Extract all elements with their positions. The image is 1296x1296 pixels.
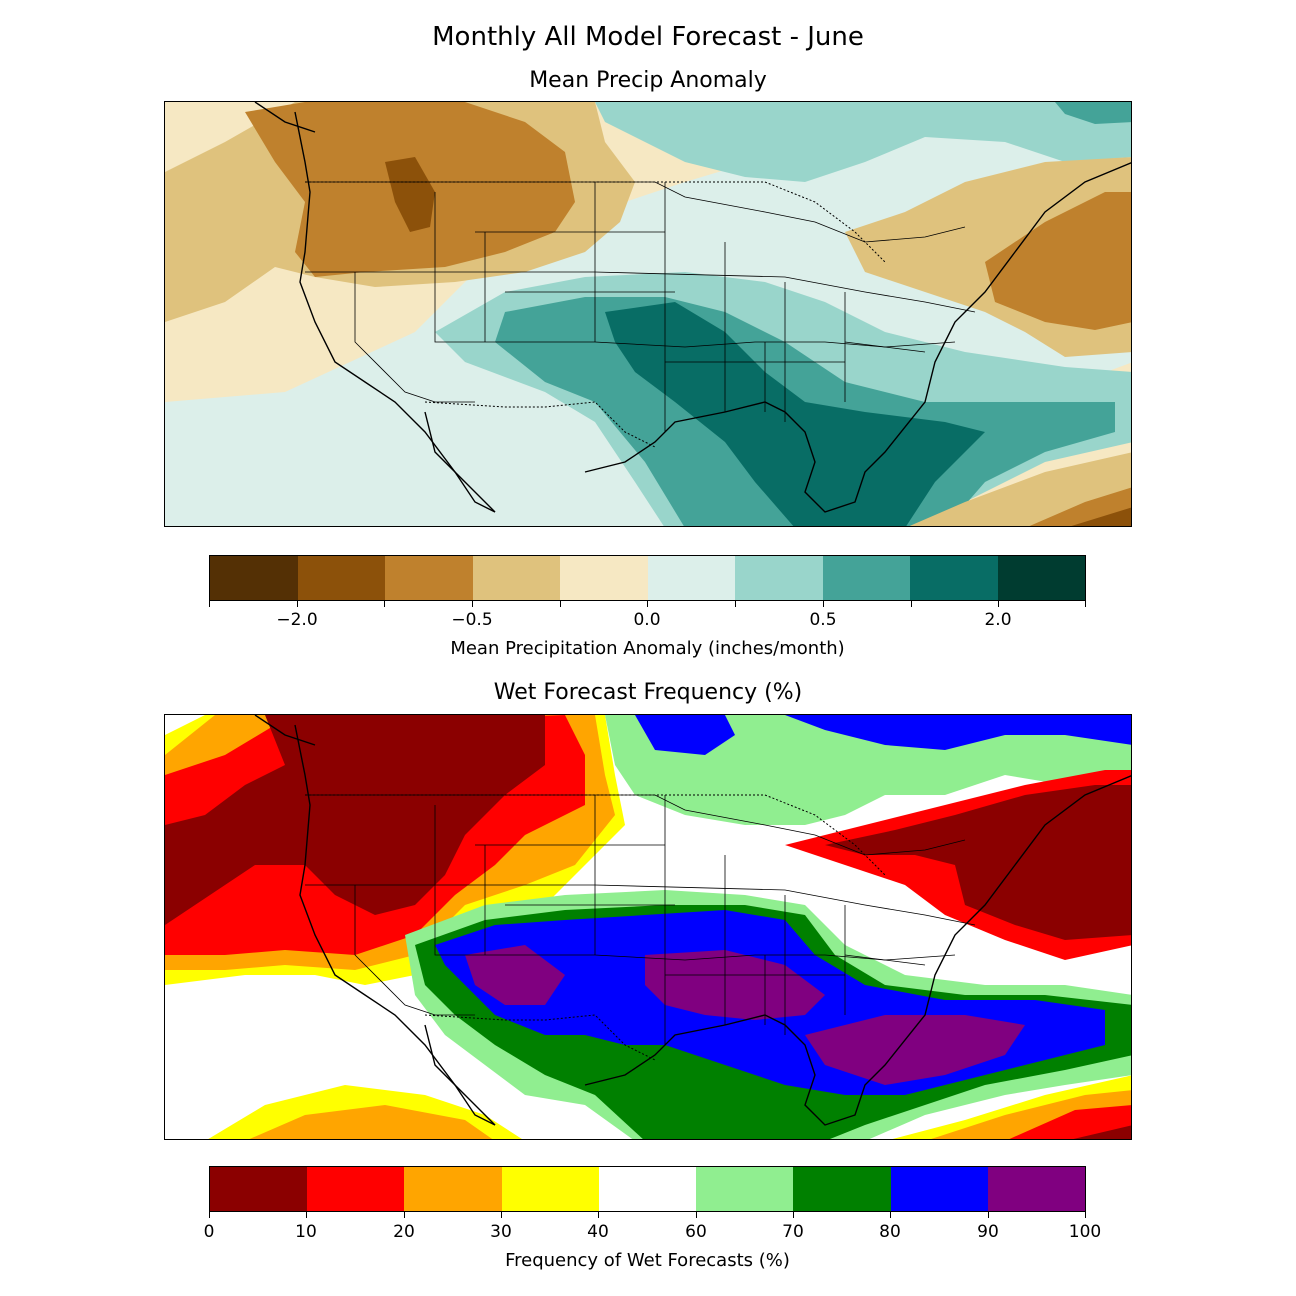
wet-region-orange-southeast [249,1090,1131,1139]
precip-colorbar-tick [297,601,298,607]
wet-colorbar-tick-label: 100 [1068,1222,1102,1242]
wet-colorbar-tick [404,1212,405,1218]
precip-colorbar-bin [210,556,298,600]
precip-colorbar-bin [560,556,648,600]
wet-colorbar-bin [890,1167,988,1211]
wet-colorbar-tick [306,1212,307,1218]
wet-frequency-map [164,714,1132,1140]
wet-colorbar-tick [793,1212,794,1218]
precip-colorbar-tick [735,601,736,607]
wet-colorbar-tick-label: 0 [203,1222,215,1242]
wet-state-borders [305,794,976,1045]
precip-region-darkteal-south [605,302,985,526]
precip-colorbar-tick [472,601,473,607]
wet-colorbar-bin [404,1167,502,1211]
wet-canada-border [305,794,886,876]
wet-colorbar-tick-label: 90 [977,1222,999,1242]
precip-region-teal-north [595,102,1131,182]
wet-colorbar-label: Frequency of Wet Forecasts (%) [505,1250,790,1271]
wet-frequency-map-svg [165,715,1131,1139]
precip-colorbar-tick [384,601,385,607]
precip-colorbar-bin [822,556,910,600]
precip-region-brown-northeast [985,192,1131,330]
wet-colorbar-bin [210,1167,308,1211]
wet-colorbar-tick-label: 10 [295,1222,317,1242]
wet-colorbar-tick [890,1212,891,1218]
wet-colorbar-tick-label: 60 [685,1222,707,1242]
wet-colorbar-tick-label: 70 [782,1222,804,1242]
precip-colorbar-tick-label: −2.0 [276,610,318,630]
precip-anomaly-map [164,101,1132,527]
precip-anomaly-title: Mean Precip Anomaly [529,68,767,93]
wet-mexico-border [424,1014,656,1061]
wet-frequency-colorbar [209,1166,1086,1212]
wet-colorbar-bin [793,1167,891,1211]
precip-colorbar-label: Mean Precipitation Anomaly (inches/month… [450,638,845,659]
precip-coastlines [254,102,1131,513]
precip-region-teal-north-dark [1055,102,1131,124]
wet-region-darkred-west [165,715,545,925]
precip-colorbar-tick-label: −0.5 [451,610,493,630]
precip-colorbar-tick-label: 0.5 [809,610,837,630]
wet-region-blue-north [635,715,1131,755]
precip-colorbar-bin [385,556,473,600]
precip-region-darkbrown-montana [385,157,435,232]
precip-colorbar-tick [647,601,648,607]
wet-colorbar-bin [696,1167,794,1211]
precip-colorbar-bin [472,556,560,600]
wet-colorbar-tick-label: 20 [393,1222,415,1242]
wet-colorbar-bin [501,1167,599,1211]
figure-title: Monthly All Model Forecast - June [432,22,864,52]
precip-colorbar-tick-label: 0.0 [633,610,661,630]
precip-colorbar-tick [1085,601,1086,607]
wet-region-darkred-southeast [1073,1125,1131,1139]
wet-colorbar-tick [501,1212,502,1218]
wet-colorbar-tick-label: 80 [879,1222,901,1242]
wet-region-purple-south [465,945,1025,1085]
wet-colorbar-bin [987,1167,1085,1211]
precip-colorbar-tick [998,601,999,607]
wet-region-red-southeast [1009,1105,1131,1139]
wet-colorbar-tick [1085,1212,1086,1218]
wet-colorbar-tick [598,1212,599,1218]
precip-colorbar-bin [735,556,823,600]
precip-colorbar-bin [997,556,1085,600]
wet-frequency-title: Wet Forecast Frequency (%) [493,680,803,705]
precip-colorbar-bin [647,556,735,600]
wet-colorbar-bin [307,1167,405,1211]
wet-colorbar-tick [696,1212,697,1218]
precip-canada-border [305,181,886,263]
precip-anomaly-map-svg [165,102,1131,526]
wet-coastlines [254,715,1131,1126]
wet-colorbar-tick-label: 40 [587,1222,609,1242]
precip-colorbar-tick [209,601,210,607]
precip-colorbar-tick [560,601,561,607]
precip-colorbar-bin [297,556,385,600]
wet-colorbar-tick-label: 30 [490,1222,512,1242]
precip-colorbar-tick [911,601,912,607]
wet-colorbar-bin [598,1167,697,1211]
wet-colorbar-tick [988,1212,989,1218]
precip-mexico-border [424,401,656,448]
wet-region-lightgreen-north [605,715,1131,825]
precip-state-borders [305,181,976,432]
precip-colorbar-bin [910,556,998,600]
precip-anomaly-colorbar [209,555,1086,601]
precip-colorbar-tick-label: 2.0 [984,610,1012,630]
wet-region-darkred-northeast [825,785,1131,940]
precip-colorbar-tick [823,601,824,607]
wet-colorbar-tick [209,1212,210,1218]
